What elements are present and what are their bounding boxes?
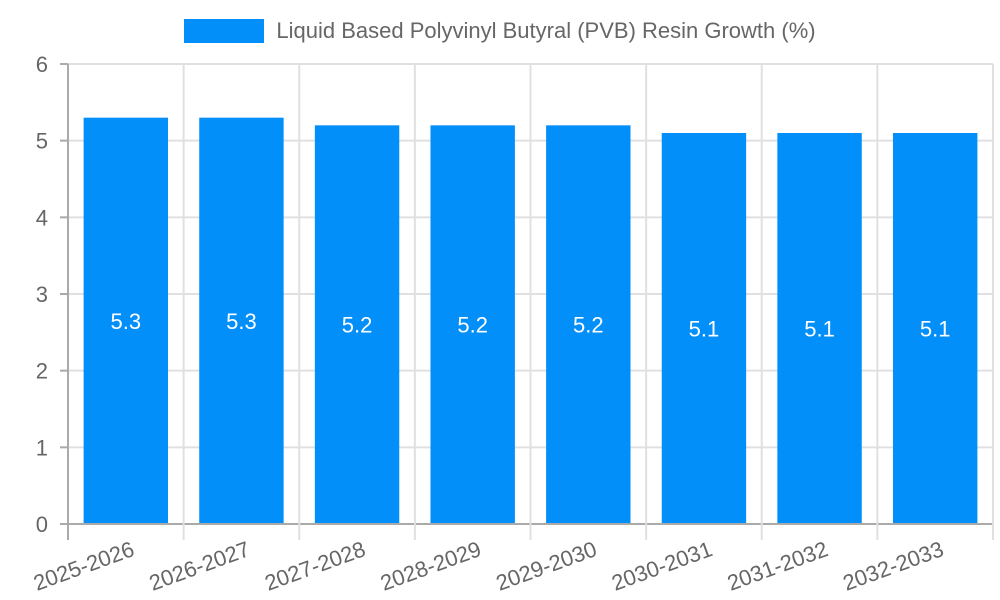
bar-value-label: 5.2 (342, 313, 373, 338)
x-tick-label: 2029-2030 (493, 536, 600, 595)
bar[interactable] (314, 125, 400, 523)
bar[interactable] (199, 117, 284, 524)
y-tick-label: 0 (36, 512, 48, 537)
legend-label: Liquid Based Polyvinyl Butyral (PVB) Res… (276, 18, 816, 43)
bar-value-label: 5.3 (111, 309, 142, 334)
bar-value-label: 5.1 (804, 317, 835, 342)
x-tick-label: 2028-2029 (377, 536, 484, 595)
bar-value-label: 5.1 (920, 317, 951, 342)
bar[interactable] (661, 133, 747, 523)
x-tick-label: 2032-2033 (839, 536, 946, 595)
y-tick-label: 3 (36, 282, 48, 307)
bar-value-label: 5.1 (689, 317, 720, 342)
y-tick-label: 6 (36, 52, 48, 77)
y-tick-label: 5 (36, 129, 48, 154)
x-tick-label: 2025-2026 (30, 536, 137, 595)
bar[interactable] (777, 133, 862, 523)
bar-value-label: 5.3 (226, 309, 257, 334)
bar-value-label: 5.2 (573, 313, 604, 338)
chart-legend[interactable]: Liquid Based Polyvinyl Butyral (PVB) Res… (0, 18, 1000, 44)
bar[interactable] (546, 125, 631, 523)
y-tick-label: 2 (36, 359, 48, 384)
bar[interactable] (892, 133, 978, 523)
legend-swatch (184, 19, 265, 43)
x-tick-label: 2026-2027 (146, 536, 253, 595)
x-tick-label: 2027-2028 (261, 536, 368, 595)
bar[interactable] (83, 117, 169, 524)
x-tick-label: 2031-2032 (724, 536, 831, 595)
y-tick-label: 1 (36, 435, 48, 460)
x-tick-label: 2030-2031 (608, 536, 715, 595)
y-tick-label: 4 (36, 205, 48, 230)
bar-value-label: 5.2 (457, 313, 488, 338)
bar[interactable] (430, 125, 515, 523)
